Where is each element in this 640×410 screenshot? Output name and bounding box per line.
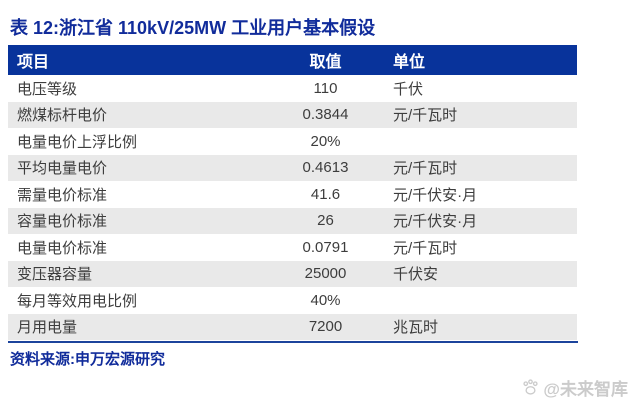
cell-unit: 元/千瓦时 [393, 107, 458, 125]
cell-item: 燃煤标杆电价 [17, 107, 108, 125]
cell-value: 0.0791 [302, 238, 349, 256]
table-row: 电压等级 110 千伏 [8, 75, 577, 102]
divider-line [8, 341, 578, 343]
assumptions-table: 项目 取值 单位 电压等级 110 千伏 燃煤标杆电价 0.3844 元/千瓦时… [8, 45, 577, 340]
cell-item: 平均电量电价 [17, 160, 108, 178]
cell-unit: 元/千伏安·月 [393, 186, 478, 204]
watermark-text: @未来智库 [543, 380, 628, 399]
cell-value: 110 [313, 79, 338, 97]
table-row: 电量电价上浮比例 20% [8, 128, 577, 155]
table-row: 变压器容量 25000 千伏安 [8, 260, 577, 287]
cell-item: 电量电价标准 [17, 239, 108, 257]
cell-value: 20% [310, 132, 341, 150]
cell-item: 电压等级 [17, 80, 78, 98]
table-row: 每月等效用电比例 40% [8, 287, 577, 314]
column-header-unit: 单位 [393, 54, 426, 71]
cell-item: 容量电价标准 [17, 213, 108, 231]
cell-unit: 千伏 [393, 80, 424, 98]
cell-item: 需量电价标准 [17, 186, 108, 204]
cell-value: 0.3844 [302, 106, 349, 124]
source-note: 资料来源:申万宏源研究 [10, 351, 165, 368]
table-row: 电量电价标准 0.0791 元/千瓦时 [8, 234, 577, 261]
cell-value: 26 [317, 212, 334, 230]
table-row: 燃煤标杆电价 0.3844 元/千瓦时 [8, 101, 577, 128]
cell-item: 月用电量 [17, 319, 78, 337]
watermark: @未来智库 [521, 375, 628, 400]
cell-value: 41.6 [310, 185, 341, 203]
table-row: 平均电量电价 0.4613 元/千瓦时 [8, 154, 577, 181]
column-header-value: 取值 [309, 54, 342, 71]
cell-value: 40% [310, 291, 341, 309]
cell-value: 7200 [308, 318, 343, 336]
table-row: 月用电量 7200 兆瓦时 [8, 313, 577, 340]
table-header-row: 项目 取值 单位 [8, 45, 577, 75]
cell-item: 变压器容量 [17, 266, 93, 284]
cell-unit: 元/千伏安·月 [393, 213, 478, 231]
table-title: 表 12:浙江省 110kV/25MW 工业用户基本假设 [10, 18, 376, 38]
cell-unit: 元/千瓦时 [393, 160, 458, 178]
cell-value: 25000 [304, 265, 347, 283]
cell-item: 每月等效用电比例 [17, 292, 138, 310]
cell-unit: 元/千瓦时 [393, 239, 458, 257]
cell-unit: 千伏安 [393, 266, 439, 284]
paw-icon [521, 378, 540, 397]
column-header-item: 项目 [17, 54, 50, 71]
cell-unit: 兆瓦时 [393, 319, 439, 337]
cell-item: 电量电价上浮比例 [17, 133, 138, 151]
cell-value: 0.4613 [302, 159, 349, 177]
table-row: 容量电价标准 26 元/千伏安·月 [8, 207, 577, 234]
table-row: 需量电价标准 41.6 元/千伏安·月 [8, 181, 577, 208]
